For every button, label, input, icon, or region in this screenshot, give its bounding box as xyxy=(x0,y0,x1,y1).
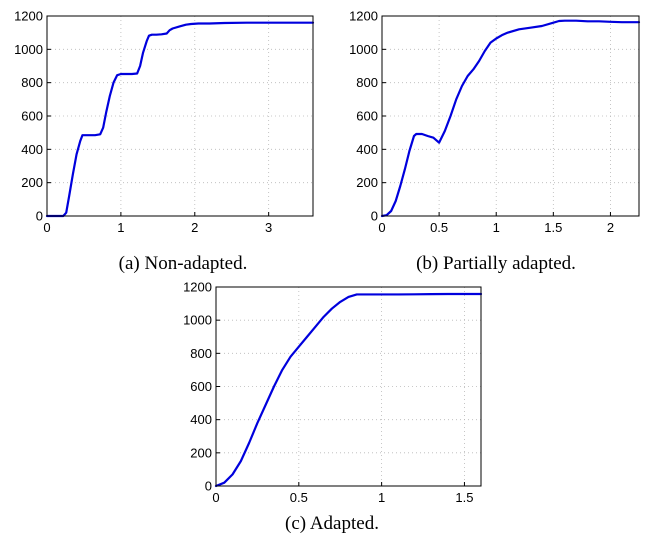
plot-frame xyxy=(381,15,640,217)
y-tick-label: 1000 xyxy=(14,42,43,57)
x-tick-label: 2 xyxy=(607,220,614,235)
x-tick-label: 0 xyxy=(43,220,50,235)
y-tick-label: 400 xyxy=(356,142,378,157)
x-tick-label: 1.5 xyxy=(544,220,562,235)
series-line xyxy=(214,292,483,488)
x-tick-label: 2 xyxy=(191,220,198,235)
series-line xyxy=(45,21,315,218)
y-tick-label: 400 xyxy=(21,142,43,157)
plot-frame xyxy=(46,15,314,217)
y-tick-label: 600 xyxy=(21,109,43,124)
x-tick-label: 1 xyxy=(117,220,124,235)
y-tick-label: 1000 xyxy=(349,42,378,57)
y-tick-label: 800 xyxy=(356,75,378,90)
y-tick-label: 600 xyxy=(190,379,212,394)
x-tick-label: 0.5 xyxy=(290,490,308,505)
panel-c: 0 200 400 600 800 1000 1200 0 0.5 1 1.5 (c) Adapted… xyxy=(183,280,483,534)
y-tick-label: 0 xyxy=(371,209,378,224)
x-tick-label: 0.5 xyxy=(430,220,448,235)
x-tick-label: 0 xyxy=(212,490,219,505)
y-tick-label: 0 xyxy=(36,209,43,224)
y-tick-label: 800 xyxy=(190,346,212,361)
y-tick-label: 1200 xyxy=(183,280,212,295)
panel-b: 0 200 400 600 800 1000 1200 0 0.5 1 1.5 2 (b) Partia… xyxy=(349,9,641,274)
plot-frame xyxy=(215,286,482,487)
x-tick-label: 1.5 xyxy=(455,490,473,505)
y-tick-label: 400 xyxy=(190,412,212,427)
y-tick-label: 600 xyxy=(356,109,378,124)
panel-caption: (b) Partially adapted. xyxy=(416,253,576,274)
x-tick-label: 0 xyxy=(378,220,385,235)
x-tick-label: 1 xyxy=(493,220,500,235)
y-tick-label: 1000 xyxy=(183,313,212,328)
y-tick-label: 0 xyxy=(205,479,212,494)
panel-a: 0 200 400 600 800 1000 1200 0 1 2 3 (a) Non-adapted… xyxy=(14,9,315,274)
y-tick-label: 200 xyxy=(190,445,212,460)
y-tick-label: 1200 xyxy=(14,9,43,24)
series-line xyxy=(380,19,641,218)
y-tick-label: 800 xyxy=(21,75,43,90)
x-tick-label: 3 xyxy=(265,220,272,235)
y-tick-label: 1200 xyxy=(349,9,378,24)
y-tick-label: 200 xyxy=(21,175,43,190)
x-tick-label: 1 xyxy=(378,490,385,505)
panel-caption: (a) Non-adapted. xyxy=(119,253,248,274)
y-tick-label: 200 xyxy=(356,175,378,190)
panel-caption: (c) Adapted. xyxy=(285,513,379,534)
